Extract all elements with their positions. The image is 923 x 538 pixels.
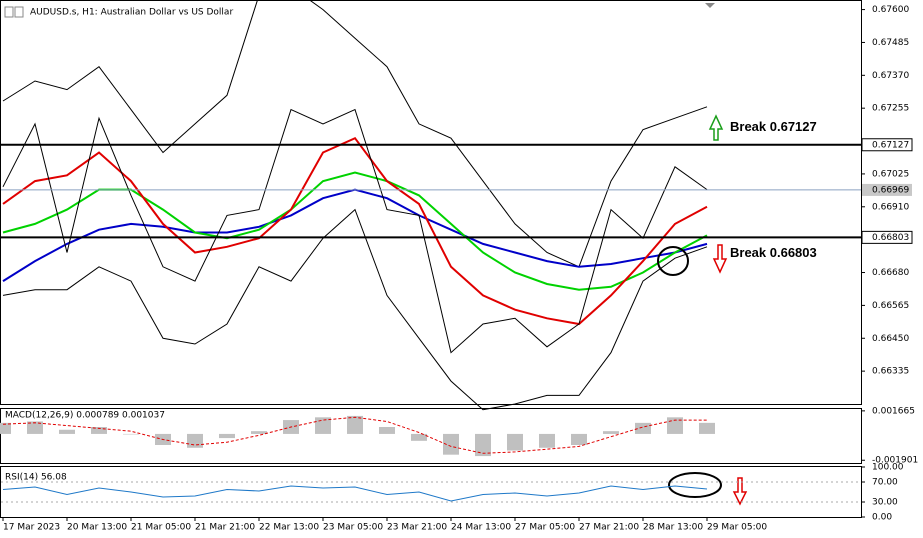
shift-marker (705, 3, 715, 8)
y-tick-label: -0.001901 (872, 456, 918, 466)
y-tick-label: 0.66910 (872, 202, 909, 212)
macd-bar (379, 427, 395, 434)
chart-title: AUDUSD.s, H1: Australian Dollar vs US Do… (30, 8, 233, 18)
x-tick-label: 21 Mar 05:00 (131, 523, 191, 533)
highlight-circle (668, 472, 722, 498)
level-label: 0.67127 (872, 140, 909, 150)
x-tick-label: 23 Mar 05:00 (323, 523, 383, 533)
x-tick-label: 27 Mar 21:00 (579, 523, 639, 533)
y-tick-label: 0.66335 (872, 367, 909, 377)
macd-bar (411, 433, 427, 441)
highlight-circle (657, 246, 689, 276)
y-tick-label: 0.001665 (872, 406, 915, 416)
x-tick-label: 17 Mar 2023 (3, 523, 60, 533)
macd-bar (635, 422, 651, 434)
macd-panel (0, 408, 862, 464)
series-line (2, 136, 708, 326)
y-tick-label: 0.00 (872, 513, 892, 523)
x-tick-label: 27 Mar 05:00 (515, 523, 575, 533)
y-tick-label: 100.00 (872, 463, 904, 473)
level-annotation: Break 0.67127 (730, 119, 817, 134)
rsi-title: RSI(14) 56.08 (5, 473, 67, 483)
x-tick-label: 28 Mar 13:00 (643, 523, 703, 533)
macd-bar (123, 433, 139, 435)
macd-bar (219, 433, 235, 439)
macd-bar (443, 433, 459, 455)
series-line (2, 0, 708, 268)
y-tick-label: 70.00 (872, 478, 898, 488)
macd-bar (347, 415, 363, 434)
x-tick-label: 21 Mar 21:00 (195, 523, 255, 533)
level-annotation: Break 0.66803 (730, 245, 817, 260)
y-tick-label: 0.67255 (872, 104, 909, 114)
x-tick-label: 24 Mar 13:00 (451, 523, 511, 533)
macd-title: MACD(12,26,9) 0.000789 0.001037 (5, 411, 165, 421)
y-tick-label: 0.66680 (872, 268, 909, 278)
y-tick-label: 0.67370 (872, 71, 909, 81)
down-arrow (732, 477, 748, 506)
macd-bar (59, 429, 75, 434)
macd-bar (507, 433, 523, 451)
x-tick-label: 29 Mar 05:00 (707, 523, 767, 533)
rsi-panel (0, 466, 862, 518)
y-tick-label: 0.66450 (872, 334, 909, 344)
macd-bar (603, 431, 619, 434)
y-tick-label: 30.00 (872, 498, 898, 508)
macd-bar (699, 422, 715, 434)
down-arrow (712, 244, 728, 274)
signal-line (2, 416, 707, 454)
level-label: 0.66803 (872, 233, 909, 243)
macd-bar (475, 433, 491, 457)
x-tick-label: 22 Mar 13:00 (259, 523, 319, 533)
current-price-label: 0.66969 (872, 185, 909, 195)
macd-bar (187, 433, 203, 448)
series-line (2, 188, 708, 282)
y-tick-label: 0.67485 (872, 38, 909, 48)
x-tick-label: 20 Mar 13:00 (67, 523, 127, 533)
level-box (861, 230, 913, 244)
series-line (2, 208, 708, 411)
macd-bar (539, 433, 555, 448)
macd-bar (91, 427, 107, 434)
macd-bar (571, 433, 587, 445)
main-panel (0, 0, 862, 405)
symbol-icons (4, 6, 24, 18)
up-arrow (708, 114, 724, 141)
macd-bar (251, 431, 267, 434)
x-tick-label: 23 Mar 21:00 (387, 523, 447, 533)
annotations (657, 114, 748, 506)
macd-bar (27, 421, 43, 434)
series-line (2, 108, 708, 354)
y-tick-label: 0.67025 (872, 169, 909, 179)
y-tick-label: 0.67600 (872, 5, 909, 15)
level-box (861, 138, 913, 152)
y-tick-label: 0.66565 (872, 301, 909, 311)
macd-bar (0, 422, 11, 434)
rsi-line (2, 485, 708, 502)
current-price-box (862, 183, 912, 196)
